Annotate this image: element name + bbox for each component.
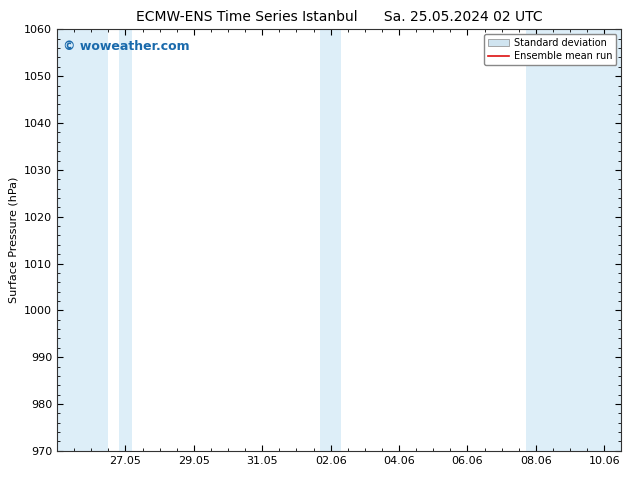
Bar <box>57 29 108 451</box>
Text: © woweather.com: © woweather.com <box>63 40 190 53</box>
Bar <box>526 29 621 451</box>
Legend: Standard deviation, Ensemble mean run: Standard deviation, Ensemble mean run <box>484 34 616 65</box>
Bar <box>119 29 133 451</box>
Y-axis label: Surface Pressure (hPa): Surface Pressure (hPa) <box>8 177 18 303</box>
Bar <box>320 29 341 451</box>
Title: ECMW-ENS Time Series Istanbul      Sa. 25.05.2024 02 UTC: ECMW-ENS Time Series Istanbul Sa. 25.05.… <box>136 10 543 24</box>
